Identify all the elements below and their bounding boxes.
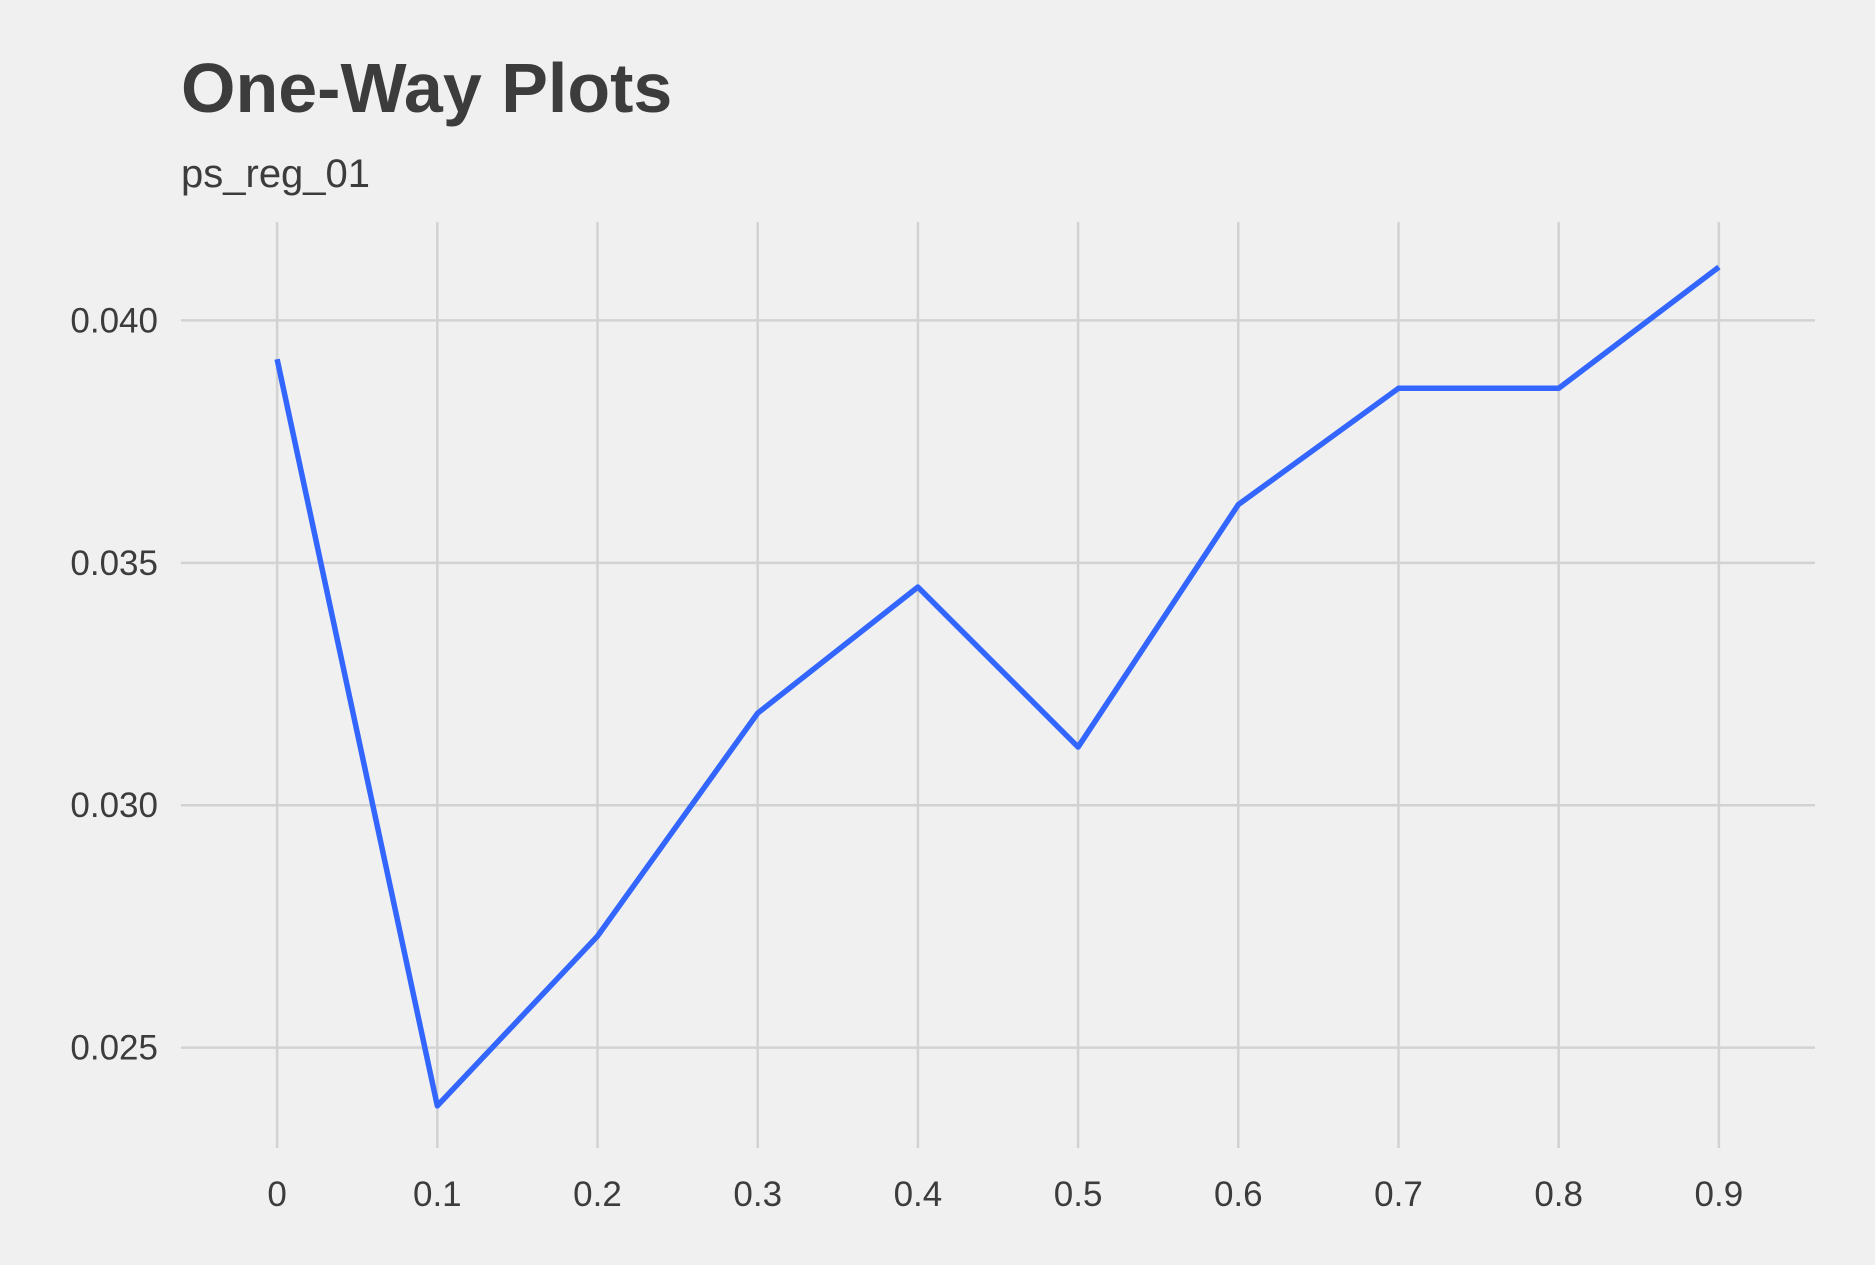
y-tick-label: 0.025 [70, 1029, 158, 1068]
x-tick-label: 0.2 [573, 1175, 622, 1214]
x-tick-label: 0.6 [1214, 1175, 1263, 1214]
series-line [274, 264, 1721, 1109]
y-tick-label: 0.035 [70, 544, 158, 583]
x-tick-label: 0.8 [1534, 1175, 1583, 1214]
x-tick-label: 0.7 [1374, 1175, 1423, 1214]
x-tick-label: 0.4 [894, 1175, 943, 1214]
series-lines [274, 264, 1721, 1109]
y-tick-label: 0.040 [70, 301, 158, 340]
chart-title: One-Way Plots [181, 49, 673, 127]
chart-subtitle: ps_reg_01 [181, 152, 371, 196]
horizontal-gridlines [181, 319, 1815, 1049]
x-axis-tick-labels: 0 0.1 0.2 0.3 0.4 0.5 0.6 0.7 0.8 0.9 [267, 1175, 1743, 1214]
x-tick-label: 0.3 [733, 1175, 782, 1214]
x-tick-label: 0 [267, 1175, 286, 1214]
y-axis-tick-labels: 0.025 0.030 0.035 0.040 [70, 301, 158, 1067]
vertical-gridlines [275, 222, 1721, 1148]
x-tick-label: 0.9 [1695, 1175, 1744, 1214]
y-tick-label: 0.030 [70, 786, 158, 825]
x-tick-label: 0.5 [1054, 1175, 1103, 1214]
x-tick-label: 0.1 [413, 1175, 462, 1214]
